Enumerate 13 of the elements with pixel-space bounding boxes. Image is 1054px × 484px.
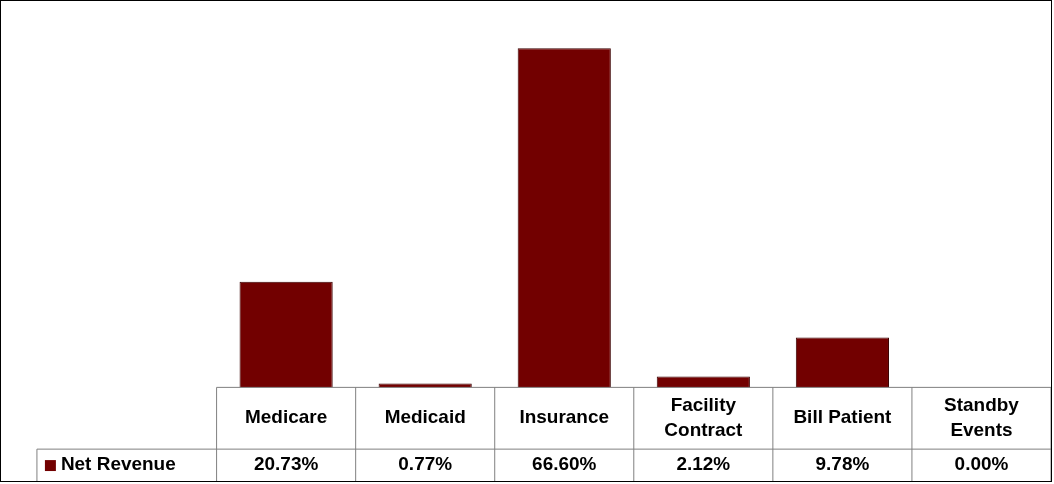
data-label: 66.60%: [532, 453, 597, 475]
legend-label: Net Revenue: [60, 453, 176, 475]
data-label: 20.73%: [253, 453, 319, 475]
data-label: 0.00%: [954, 453, 1009, 475]
data-label: 2.12%: [676, 453, 731, 475]
x-tick-label: Standby Events: [944, 393, 1020, 441]
data-label: 9.78%: [815, 453, 870, 475]
data-label: 0.77%: [398, 453, 453, 475]
x-tick-label: Bill Patient: [793, 406, 893, 428]
x-tick-label: Insurance: [519, 406, 610, 428]
x-tick-label: Medicaid: [384, 406, 466, 428]
x-tick-label: Facility Contract: [664, 393, 743, 441]
x-tick-label: Medicare: [245, 406, 328, 428]
